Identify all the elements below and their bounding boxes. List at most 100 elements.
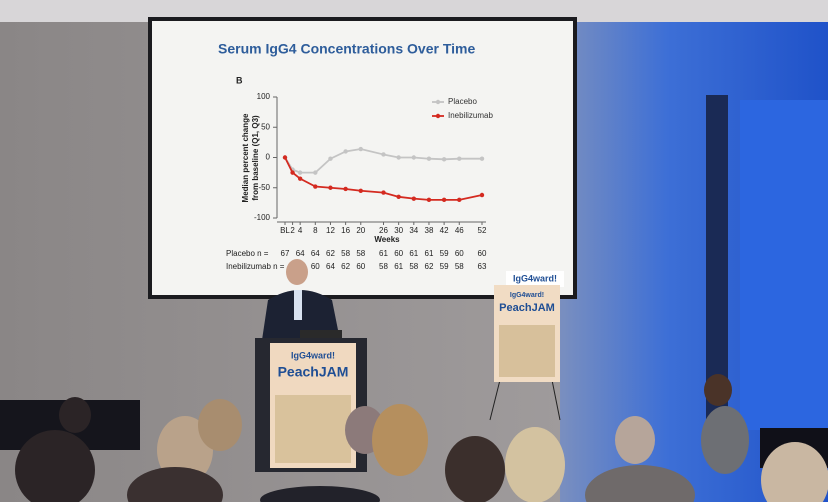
data-point	[479, 192, 485, 198]
podium-logo: IgG4ward!	[291, 350, 335, 360]
y-axis-label: Median percent change	[241, 113, 250, 202]
podium-sign-art	[275, 395, 351, 463]
slide-logo: IgG4ward!	[513, 273, 557, 283]
x-tick-label: 46	[455, 226, 464, 235]
data-point	[457, 156, 462, 161]
y-tick-label: 0	[266, 153, 271, 162]
n-value: 60	[311, 262, 320, 271]
data-point	[290, 170, 295, 175]
x-tick-label: 34	[409, 226, 418, 235]
n-value: 62	[341, 262, 350, 271]
slide-logo-box	[506, 271, 564, 287]
n-value: 60	[394, 249, 403, 258]
n-value: 62	[326, 249, 335, 258]
n-value: 58	[341, 249, 350, 258]
y-tick-label: -50	[258, 183, 270, 192]
n-value: 58	[379, 262, 388, 271]
data-point	[282, 155, 288, 160]
ceiling	[0, 0, 828, 22]
doorway	[706, 95, 728, 425]
n-row-label: Placebo n =	[226, 249, 269, 258]
n-value: 58	[455, 262, 464, 271]
n-value: 64	[311, 249, 320, 258]
panel-label: B	[236, 75, 243, 85]
easel-sign-art	[499, 325, 555, 377]
data-point	[358, 188, 363, 193]
data-point	[343, 186, 348, 192]
data-point	[343, 149, 348, 154]
n-value: 60	[455, 249, 464, 258]
n-value: 60	[478, 249, 487, 258]
x-tick-label: 42	[440, 226, 449, 235]
data-point	[426, 156, 432, 161]
n-value: 59	[440, 262, 449, 271]
x-axis-label: Weeks	[374, 235, 400, 244]
data-point	[441, 157, 447, 162]
x-tick-label: 8	[313, 226, 318, 235]
n-value: 61	[425, 249, 434, 258]
n-value: 67	[281, 249, 290, 258]
n-value: 61	[379, 249, 388, 258]
podium-title: PeachJAM	[278, 364, 349, 380]
x-tick-label: 12	[326, 226, 335, 235]
x-tick-label: BL	[280, 226, 290, 235]
easel-logo: IgG4ward!	[510, 292, 544, 299]
data-point	[313, 184, 318, 189]
data-point	[457, 197, 462, 203]
series-line	[284, 148, 482, 174]
easel-title: PeachJAM	[499, 302, 555, 314]
data-point	[396, 194, 401, 200]
n-value: 61	[394, 262, 403, 271]
x-tick-label: 26	[379, 226, 388, 235]
data-point	[358, 146, 363, 152]
n-value: 63	[478, 262, 487, 271]
n-value: 60	[356, 262, 365, 271]
legend-label: Placebo	[448, 97, 477, 106]
chart-title: Serum IgG4 Concentrations Over Time	[218, 41, 475, 57]
x-tick-label: 16	[341, 226, 350, 235]
data-point	[313, 170, 318, 175]
audience	[15, 374, 828, 502]
data-point	[426, 197, 432, 203]
data-point	[328, 185, 333, 190]
n-value: 58	[356, 249, 365, 258]
legend-label: Inebilizumab	[448, 111, 493, 120]
speaker-shirt	[294, 290, 302, 320]
chart: Serum IgG4 Concentrations Over Time B Me…	[218, 41, 493, 271]
data-point	[441, 197, 447, 203]
data-point	[297, 176, 303, 181]
n-value: 59	[440, 249, 449, 258]
n-value: 58	[409, 262, 418, 271]
n-value: 64	[326, 262, 335, 271]
n-value: 64	[296, 249, 305, 258]
n-value: 61	[409, 249, 418, 258]
n-row-label: Inebilizumab n =	[226, 262, 285, 271]
y-tick-label: 100	[257, 92, 271, 101]
data-point	[411, 196, 417, 201]
blue-panel	[740, 100, 828, 430]
data-point	[396, 155, 401, 160]
data-point	[381, 152, 386, 157]
easel-leg	[489, 379, 501, 421]
data-point	[328, 156, 333, 161]
data-point	[411, 155, 417, 160]
series-line	[284, 157, 483, 201]
x-tick-label: 20	[356, 226, 365, 235]
n-value: 62	[425, 262, 434, 271]
y-tick-label: 50	[261, 122, 270, 131]
x-tick-label: 52	[478, 226, 487, 235]
y-tick-label: -100	[254, 213, 271, 222]
x-tick-label: 4	[298, 226, 303, 235]
data-point	[381, 190, 386, 195]
legend-marker	[435, 99, 441, 105]
data-point	[297, 170, 303, 175]
x-tick-label: 2	[290, 226, 295, 235]
laptop	[300, 330, 342, 340]
data-point	[479, 156, 485, 161]
x-tick-label: 30	[394, 226, 403, 235]
easel-leg	[551, 379, 561, 421]
slide	[152, 21, 573, 295]
speaker-head	[286, 259, 308, 285]
legend-marker	[435, 113, 441, 119]
